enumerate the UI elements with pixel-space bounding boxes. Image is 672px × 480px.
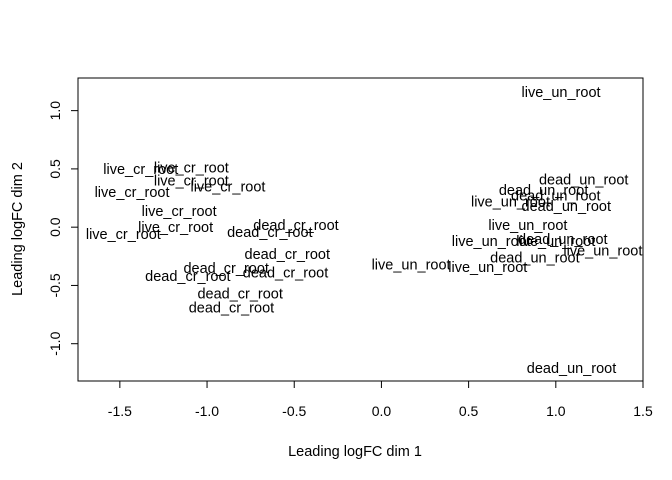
point-label: dead_cr_root [145, 269, 230, 285]
point-label: dead_cr_root [253, 218, 338, 234]
point-label: live_cr_root [103, 162, 178, 178]
y-tick-label: -0.5 [47, 273, 63, 297]
x-tick-label: -1.5 [108, 403, 132, 419]
point-labels: live_un_rootlive_cr_rootlive_cr_rootlive… [86, 85, 643, 377]
point-label: live_un_root [471, 195, 550, 211]
point-label: dead_cr_root [183, 261, 268, 277]
point-label: live_cr_root [190, 179, 265, 195]
point-label: live_un_root [488, 218, 567, 234]
point-label: dead_cr_root [243, 266, 328, 282]
point-label: live_un_root [372, 257, 451, 273]
y-axis: -1.0 -0.5 0.0 0.5 1.0 [47, 101, 79, 356]
point-label: live_un_root [448, 260, 527, 276]
x-tick-label: -1.0 [195, 403, 219, 419]
point-label: dead_cr_root [245, 247, 330, 263]
point-label: dead_cr_root [189, 301, 274, 317]
x-axis: -1.5 -1.0 -0.5 0.0 0.5 1.0 1.5 [108, 380, 653, 419]
point-label: dead_un_root [518, 232, 608, 248]
y-axis-label: Leading logFC dim 2 [10, 162, 26, 296]
point-label: live_cr_root [142, 204, 217, 220]
point-label: dead_un_root [522, 199, 612, 215]
y-tick-label: -1.0 [47, 331, 63, 355]
point-label: dead_un_root [499, 183, 589, 199]
x-tick-label: -0.5 [282, 403, 306, 419]
point-label: live_un_root [516, 234, 595, 250]
y-tick-label: 1.0 [47, 101, 63, 121]
point-label: live_un_root [522, 85, 601, 101]
x-tick-label: 1.5 [633, 403, 653, 419]
point-label: dead_un_root [490, 250, 580, 266]
y-tick-label: 0.0 [47, 217, 63, 237]
point-label: dead_cr_root [197, 287, 282, 303]
point-label: dead_un_root [511, 189, 601, 205]
y-tick-label: 0.5 [47, 159, 63, 179]
x-tick-label: 0.0 [372, 403, 392, 419]
point-label: dead_un_root [527, 361, 617, 377]
point-label: live_un_root [452, 234, 531, 250]
point-label: live_cr_root [86, 227, 161, 243]
point-label: live_cr_root [138, 220, 213, 236]
point-label: dead_cr_root [227, 225, 312, 241]
point-label: dead_un_root [539, 172, 629, 188]
x-axis-label: Leading logFC dim 1 [288, 444, 422, 460]
point-label: live_cr_root [154, 174, 229, 190]
x-tick-label: 0.5 [459, 403, 479, 419]
x-tick-label: 1.0 [546, 403, 566, 419]
point-label: live_cr_root [154, 161, 229, 177]
point-label: live_un_root [563, 243, 642, 259]
point-label: live_cr_root [95, 185, 170, 201]
